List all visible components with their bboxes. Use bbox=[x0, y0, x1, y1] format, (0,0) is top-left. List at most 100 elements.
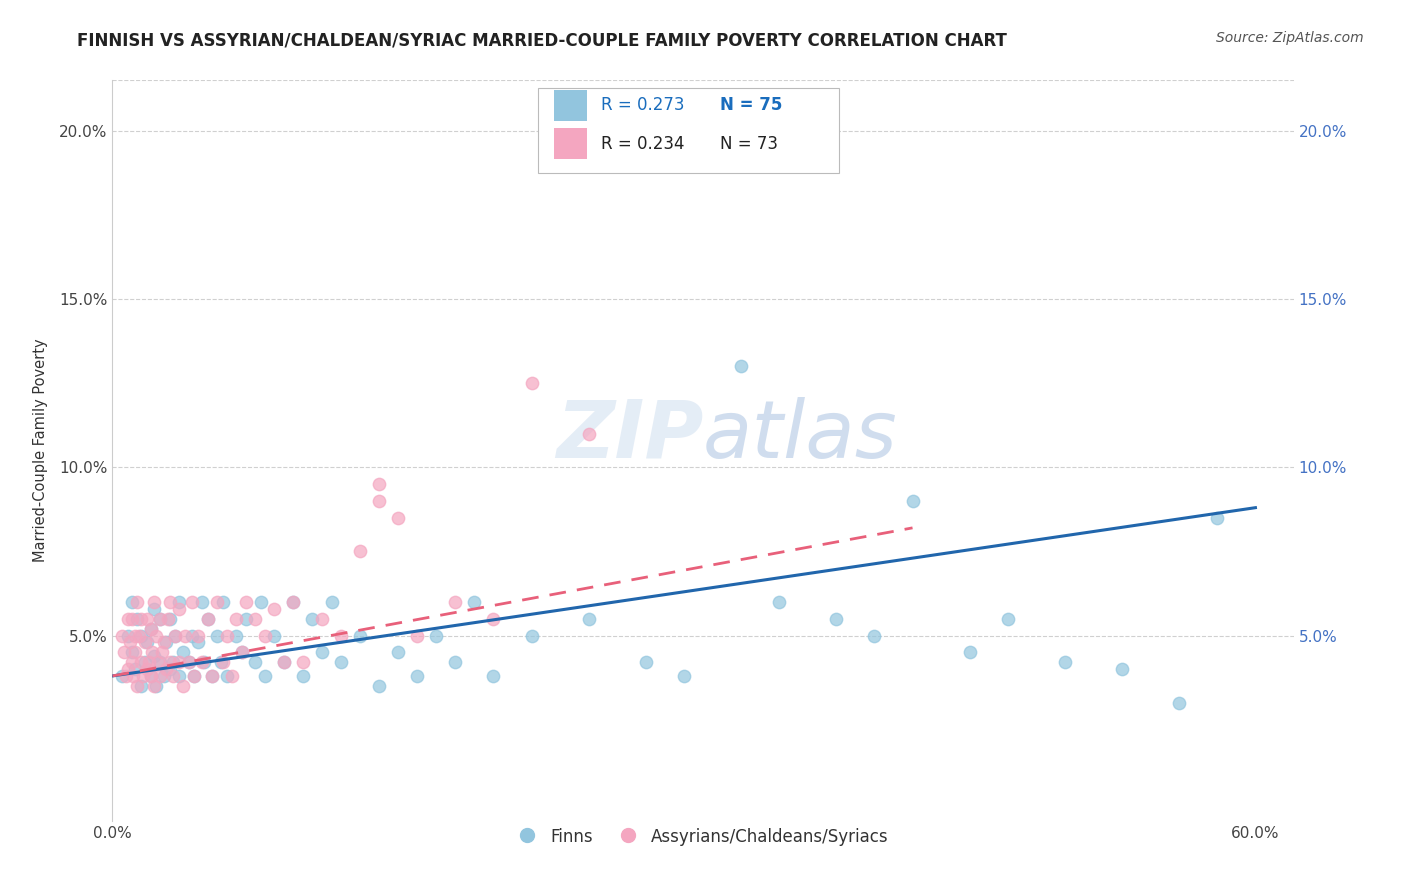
Point bbox=[578, 426, 600, 441]
Point bbox=[482, 612, 505, 626]
Point bbox=[139, 622, 162, 636]
FancyBboxPatch shape bbox=[554, 90, 588, 121]
Point bbox=[634, 656, 657, 670]
Point bbox=[212, 656, 235, 670]
Point bbox=[406, 669, 429, 683]
Point bbox=[197, 612, 219, 626]
Point bbox=[150, 645, 173, 659]
Point bbox=[118, 635, 141, 649]
Point bbox=[149, 612, 172, 626]
Point bbox=[156, 612, 179, 626]
Point bbox=[235, 595, 257, 609]
Point bbox=[167, 601, 190, 615]
Point bbox=[191, 595, 214, 609]
Point bbox=[482, 669, 505, 683]
Point bbox=[253, 669, 276, 683]
Point bbox=[165, 628, 187, 642]
Point bbox=[129, 679, 152, 693]
Point bbox=[181, 628, 204, 642]
Point bbox=[209, 656, 232, 670]
Point bbox=[349, 628, 371, 642]
FancyBboxPatch shape bbox=[554, 128, 588, 160]
Point bbox=[145, 628, 167, 642]
Point bbox=[121, 612, 143, 626]
Point bbox=[128, 628, 150, 642]
Text: atlas: atlas bbox=[703, 397, 898, 475]
Point bbox=[162, 669, 184, 683]
Point bbox=[368, 494, 391, 508]
Point bbox=[135, 635, 157, 649]
Point bbox=[159, 662, 181, 676]
Point bbox=[114, 669, 136, 683]
Text: ZIP: ZIP bbox=[555, 397, 703, 475]
Point bbox=[155, 662, 177, 676]
Point bbox=[153, 669, 176, 683]
Point bbox=[997, 612, 1019, 626]
Point bbox=[187, 628, 209, 642]
Point bbox=[200, 669, 222, 683]
Point bbox=[231, 645, 253, 659]
Point bbox=[143, 601, 166, 615]
Point bbox=[121, 595, 143, 609]
Point bbox=[311, 645, 333, 659]
Point bbox=[143, 679, 166, 693]
Point bbox=[901, 494, 924, 508]
Point bbox=[368, 477, 391, 491]
Point bbox=[139, 622, 162, 636]
Point bbox=[139, 669, 162, 683]
Point bbox=[162, 656, 184, 670]
Point bbox=[181, 595, 204, 609]
Point bbox=[330, 628, 353, 642]
Point bbox=[145, 679, 167, 693]
Point bbox=[112, 645, 135, 659]
Point bbox=[263, 601, 285, 615]
Point bbox=[330, 656, 353, 670]
Point bbox=[138, 656, 160, 670]
Point bbox=[121, 656, 143, 670]
Point bbox=[124, 662, 146, 676]
Point bbox=[149, 669, 172, 683]
Point bbox=[253, 628, 276, 642]
Point bbox=[117, 662, 139, 676]
Point bbox=[187, 635, 209, 649]
Text: N = 73: N = 73 bbox=[720, 135, 778, 153]
Point bbox=[215, 628, 238, 642]
Point bbox=[273, 656, 295, 670]
Text: Source: ZipAtlas.com: Source: ZipAtlas.com bbox=[1216, 31, 1364, 45]
Point bbox=[768, 595, 790, 609]
Point bbox=[349, 544, 371, 558]
Text: R = 0.273: R = 0.273 bbox=[602, 96, 685, 114]
Point bbox=[207, 595, 229, 609]
Point bbox=[301, 612, 323, 626]
Point bbox=[139, 669, 162, 683]
Point bbox=[124, 645, 146, 659]
Point bbox=[578, 612, 600, 626]
Point bbox=[387, 510, 409, 524]
Point bbox=[111, 669, 134, 683]
Point bbox=[387, 645, 409, 659]
Point bbox=[167, 595, 190, 609]
Point bbox=[231, 645, 253, 659]
Point bbox=[135, 612, 157, 626]
Point bbox=[155, 635, 177, 649]
Point bbox=[1206, 510, 1229, 524]
Point bbox=[1168, 696, 1191, 710]
Point bbox=[425, 628, 447, 642]
Point bbox=[225, 612, 247, 626]
Point bbox=[159, 656, 181, 670]
Legend: Finns, Assyrians/Chaldeans/Syriacs: Finns, Assyrians/Chaldeans/Syriacs bbox=[510, 822, 896, 853]
Point bbox=[221, 669, 243, 683]
Point bbox=[183, 669, 205, 683]
Point bbox=[173, 628, 195, 642]
Point bbox=[672, 669, 695, 683]
Point bbox=[143, 595, 166, 609]
Point bbox=[463, 595, 485, 609]
Point bbox=[121, 645, 143, 659]
Point bbox=[159, 612, 181, 626]
Point bbox=[235, 612, 257, 626]
Point bbox=[167, 669, 190, 683]
Point bbox=[212, 595, 235, 609]
Point bbox=[225, 628, 247, 642]
Point bbox=[444, 595, 467, 609]
Point bbox=[959, 645, 981, 659]
